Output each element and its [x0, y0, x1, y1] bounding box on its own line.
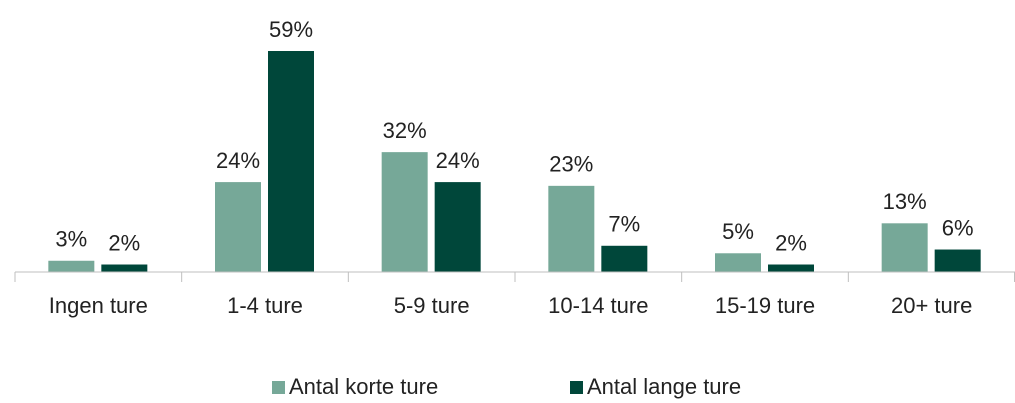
data-label: 2%	[775, 230, 807, 255]
data-label: 6%	[942, 215, 974, 240]
x-tick-label: 15-19 ture	[715, 293, 815, 318]
data-label: 23%	[549, 152, 593, 177]
data-label: 5%	[722, 219, 754, 244]
data-label: 3%	[55, 227, 87, 252]
data-label: 24%	[216, 148, 260, 173]
data-label: 7%	[608, 212, 640, 237]
bar	[881, 223, 928, 272]
x-tick-label: 5-9 ture	[394, 293, 470, 318]
bar	[715, 253, 761, 272]
data-label: 13%	[883, 189, 927, 214]
legend-swatch	[570, 381, 583, 394]
data-label: 59%	[269, 17, 313, 42]
bar	[601, 245, 648, 272]
x-tick-label: 1-4 ture	[227, 293, 303, 318]
bar	[548, 185, 595, 272]
bar	[268, 51, 314, 272]
x-tick-label: 10-14 ture	[548, 293, 648, 318]
bar	[101, 264, 148, 272]
bar	[215, 182, 261, 272]
bar	[768, 264, 814, 272]
data-label: 2%	[108, 230, 140, 255]
legend-swatch	[272, 381, 285, 394]
legend-label: Antal lange ture	[587, 374, 741, 399]
data-label: 24%	[436, 148, 480, 173]
x-tick-label: 20+ ture	[891, 293, 972, 318]
bar	[48, 260, 95, 272]
legend-label: Antal korte ture	[289, 374, 438, 399]
bar	[434, 182, 481, 272]
data-label: 32%	[383, 118, 427, 143]
bar	[381, 152, 428, 272]
bar	[934, 249, 981, 272]
x-tick-label: Ingen ture	[49, 293, 148, 318]
